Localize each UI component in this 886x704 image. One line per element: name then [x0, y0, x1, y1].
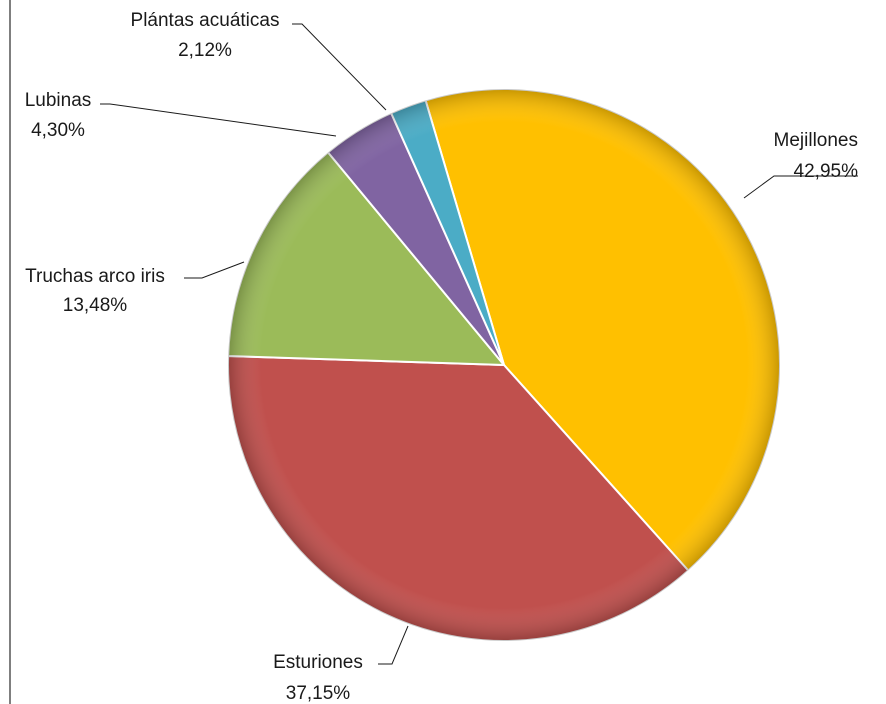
leader-line — [378, 625, 409, 665]
slice-value-label: 42,95% — [794, 161, 859, 182]
slice-value-label: 4,30% — [31, 120, 85, 141]
leader-line — [292, 23, 387, 111]
slice-value-label: 13,48% — [63, 295, 128, 316]
slice-category-label: Truchas arco iris — [25, 266, 165, 287]
slice-value-label: 37,15% — [286, 683, 351, 704]
slice-category-label: Esturiones — [273, 652, 363, 673]
slice-category-label: Plántas acuáticas — [131, 10, 280, 31]
slice-category-label: Mejillones — [774, 130, 858, 151]
slice-category-label: Lubinas — [25, 90, 92, 111]
leader-line — [184, 261, 245, 279]
leader-line — [100, 103, 337, 137]
slice-value-label: 2,12% — [178, 40, 232, 61]
chart-border — [9, 0, 11, 704]
leader-line — [743, 175, 858, 199]
